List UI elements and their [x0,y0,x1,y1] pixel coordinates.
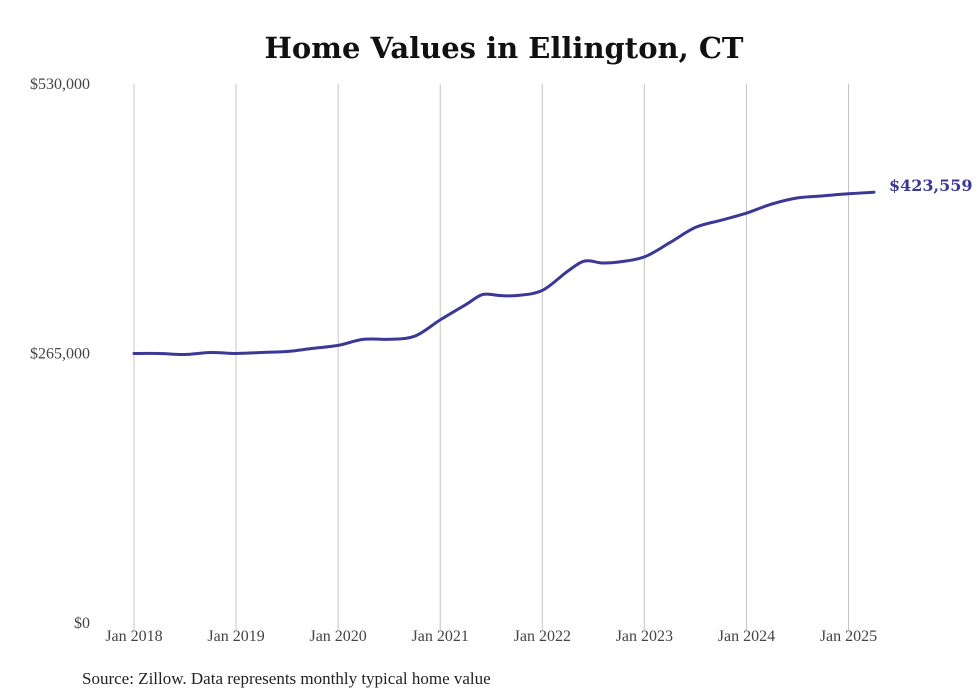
series-line [132,190,876,357]
y-tick-label: $530,000 [30,76,90,93]
end-value-label: $423,559 [889,176,973,195]
x-tick-label: Jan 2023 [616,628,673,645]
x-tick-label: Jan 2021 [412,628,469,645]
x-tick-label: Jan 2024 [718,628,775,645]
x-tick-label: Jan 2020 [309,628,366,645]
source-note: Source: Zillow. Data represents monthly … [82,669,491,688]
chart-title: Home Values in Ellington, CT [265,31,744,65]
x-tick-label: Jan 2019 [207,628,264,645]
series-layer [132,190,876,357]
y-tick-label: $265,000 [30,346,90,363]
x-tick-label: Jan 2018 [105,628,162,645]
x-tick-label: Jan 2022 [514,628,571,645]
y-axis-ticks: $0 $265,000 $530,000 [30,76,90,632]
y-tick-label: $0 [74,615,90,632]
gridlines [133,84,849,630]
x-tick-label: Jan 2025 [820,628,877,645]
x-axis-ticks: Jan 2018 Jan 2019 Jan 2020 Jan 2021 Jan 2022… [105,628,877,645]
